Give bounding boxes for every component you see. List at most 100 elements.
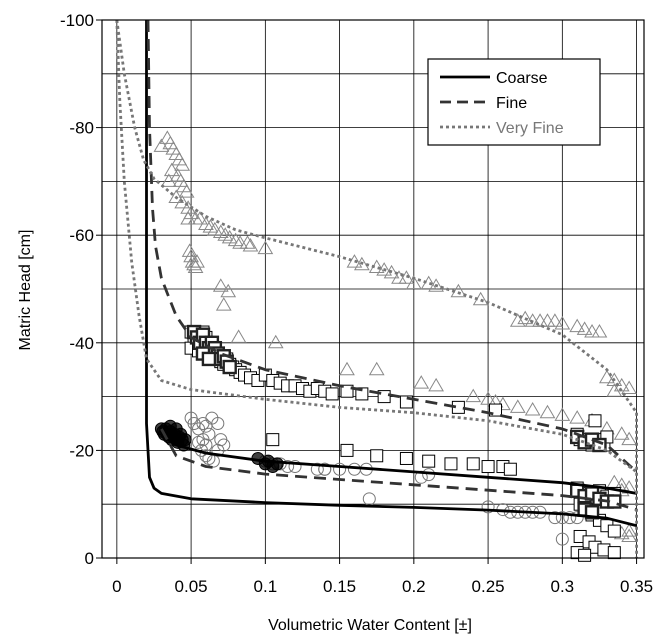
triangle-marker — [576, 321, 593, 335]
x-tick-label: 0.35 — [620, 577, 653, 596]
square-marker — [444, 457, 458, 471]
triangle-marker — [202, 219, 219, 233]
circle-marker — [362, 492, 376, 506]
triangle-marker — [346, 254, 363, 268]
square-marker — [370, 449, 384, 463]
triangle-marker — [532, 313, 548, 327]
tick-labels: 0 0.05 0.1 0.15 0.2 0.25 0.3 0.35 0 -20 -40 -60 -80 -… — [60, 11, 653, 596]
model-curves — [115, 19, 638, 558]
y-tick-label: 0 — [85, 549, 94, 568]
x-tick-label: 0.05 — [175, 577, 208, 596]
circle-marker — [217, 438, 231, 452]
triangle-marker — [606, 383, 623, 397]
square-marker — [503, 462, 517, 476]
x-tick-label: 0.3 — [551, 577, 575, 596]
curve-very-fine — [115, 19, 638, 474]
square-marker — [325, 387, 339, 401]
triangle-marker — [153, 138, 170, 152]
triangle-marker — [405, 275, 422, 290]
triangle-marker — [606, 372, 623, 386]
triangle-marker — [509, 313, 526, 327]
plot-frame — [101, 19, 645, 559]
triangle-marker — [181, 243, 198, 257]
x-tick-label: 0.1 — [254, 577, 278, 596]
square-marker — [399, 451, 413, 465]
square-marker — [340, 384, 354, 398]
triangle-marker — [180, 211, 196, 225]
triangle-marker — [368, 361, 385, 376]
triangle-marker — [212, 278, 229, 292]
triangle-marker — [465, 388, 482, 403]
triangle-marker — [178, 184, 195, 198]
triangle-marker — [376, 262, 393, 276]
circle-marker — [555, 532, 569, 546]
triangle-marker — [232, 235, 248, 249]
legend: Coarse Fine Very Fine — [427, 58, 601, 146]
square-marker — [201, 351, 217, 367]
circle-marker — [270, 457, 284, 471]
triangle-marker — [621, 431, 638, 446]
triangle-marker — [183, 248, 199, 263]
x-axis-title: Volumetric Water Content [±] — [268, 617, 472, 634]
square-marker — [578, 548, 592, 562]
circle-marker — [333, 462, 347, 476]
triangle-marker — [174, 157, 191, 171]
triangle-marker — [242, 237, 259, 252]
triangle-marker — [413, 375, 430, 389]
triangle-marker — [187, 259, 204, 273]
circle-marker — [192, 435, 206, 449]
circle-marker — [548, 511, 562, 525]
x-tick-label: 0.15 — [323, 577, 356, 596]
triangle-marker — [220, 283, 237, 298]
y-tick-label: -40 — [69, 334, 94, 353]
square-marker — [377, 390, 391, 404]
triangle-marker — [239, 235, 256, 249]
circle-marker — [318, 462, 332, 476]
legend-box — [427, 58, 601, 146]
y-tick-label: -20 — [69, 441, 94, 460]
triangle-marker — [428, 278, 444, 292]
triangle-marker — [621, 523, 638, 537]
curve-fine — [160, 428, 637, 511]
square-marker — [340, 443, 354, 457]
curve-coarse — [160, 427, 637, 495]
triangle-marker — [189, 254, 205, 268]
triangle-marker — [168, 189, 185, 204]
square-marker — [588, 414, 602, 428]
circle-marker — [555, 511, 569, 525]
curve-coarse — [145, 20, 637, 528]
triangle-marker — [391, 270, 407, 284]
x-tick-label: 0.2 — [402, 577, 426, 596]
triangle-marker — [398, 270, 415, 284]
triangle-marker — [613, 426, 630, 440]
legend-label-fine: Fine — [496, 95, 527, 112]
y-axis-title: Matric Head [cm] — [17, 230, 34, 351]
y-tick-label: -60 — [69, 226, 94, 245]
legend-label-very-fine: Very Fine — [496, 120, 564, 137]
square-marker — [266, 433, 280, 447]
circle-marker — [310, 462, 324, 476]
square-marker — [607, 524, 621, 538]
triangle-marker — [547, 313, 563, 327]
curve-very-fine — [115, 19, 638, 414]
triangle-marker — [383, 264, 400, 279]
x-tick-label: 0 — [112, 577, 121, 596]
circle-marker — [570, 511, 584, 525]
triangle-marker — [554, 315, 571, 330]
triangle-marker — [428, 377, 444, 392]
square-marker — [481, 460, 495, 474]
triangle-marker — [539, 313, 556, 327]
triangle-marker — [554, 407, 571, 421]
legend-label-coarse: Coarse — [496, 70, 548, 87]
triangle-marker — [569, 318, 586, 333]
square-marker — [466, 457, 480, 471]
triangle-marker — [539, 404, 556, 419]
x-tick-label: 0.25 — [472, 577, 505, 596]
square-marker — [355, 387, 369, 401]
circle-marker — [563, 511, 577, 525]
triangle-marker — [257, 240, 274, 255]
triangle-marker — [230, 329, 247, 343]
triangle-marker — [621, 528, 638, 542]
circle-marker — [205, 411, 219, 425]
